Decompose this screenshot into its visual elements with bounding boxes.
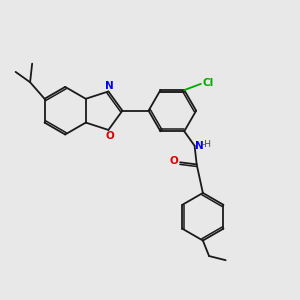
Text: -H: -H bbox=[202, 140, 212, 149]
Text: Cl: Cl bbox=[202, 78, 214, 88]
Text: O: O bbox=[105, 130, 114, 141]
Text: N: N bbox=[195, 141, 204, 151]
Text: O: O bbox=[169, 156, 178, 166]
Text: N: N bbox=[105, 81, 114, 91]
